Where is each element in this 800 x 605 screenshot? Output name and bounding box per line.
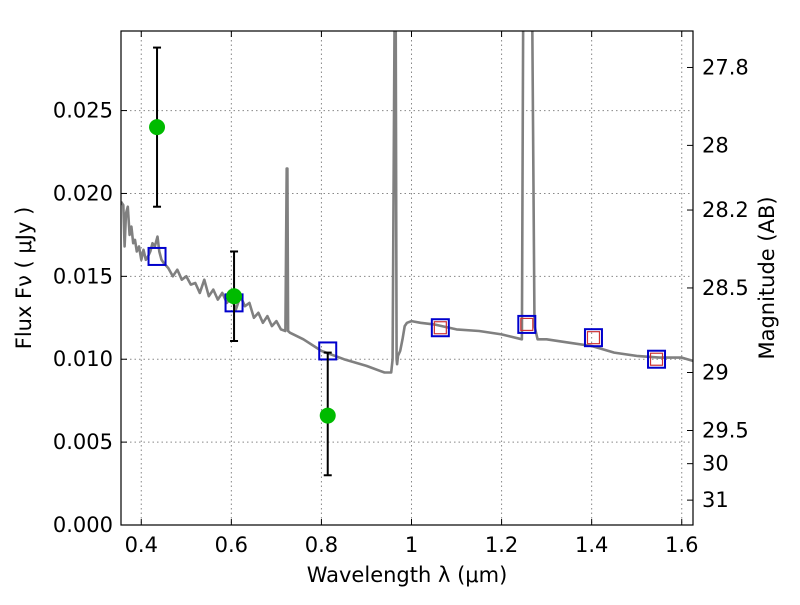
x-tick-label: 1 <box>405 533 418 557</box>
observed-point <box>319 407 336 424</box>
model-photometry-point <box>517 314 537 334</box>
y-tick-label: 0.020 <box>53 181 113 205</box>
y2-tick-label: 27.8 <box>702 55 749 79</box>
plot-area <box>121 31 693 477</box>
inner-photometry-point <box>586 331 601 345</box>
y2-tick-label: 28.2 <box>702 198 749 222</box>
y-axis-label: Flux Fν ( μJy ) <box>12 207 36 350</box>
y2-tick-label: 30 <box>702 452 729 476</box>
y2-tick-label: 28.5 <box>702 276 749 300</box>
x-tick-label: 1.6 <box>665 533 698 557</box>
x-tick-label: 1.2 <box>485 533 518 557</box>
grid-lines <box>121 31 693 526</box>
x-tick-label: 0.8 <box>305 533 338 557</box>
plot-frame <box>120 30 694 526</box>
y-tick-label: 0.010 <box>53 347 113 371</box>
axes: 0.4 0.6 0.8 1 1.2 1.4 1.6 0.000 0.005 0.010 0.015 0… <box>53 31 749 557</box>
y2-tick-label: 31 <box>702 488 729 512</box>
y2-axis-label: Magnitude (AB) <box>755 196 779 359</box>
y2-tick-label: 29 <box>702 360 729 384</box>
model-photometry-point <box>647 349 667 369</box>
x-axis-label: Wavelength λ (μm) <box>307 563 508 587</box>
inner-photometry-point <box>433 321 447 335</box>
y2-tick-label: 28 <box>702 133 729 157</box>
x-tick-label: 0.4 <box>125 533 158 557</box>
x-tick-label: 0.6 <box>215 533 248 557</box>
x-tick-label: 1.4 <box>575 533 608 557</box>
y-tick-label: 0.000 <box>53 513 113 537</box>
model-photometry-point <box>147 246 167 266</box>
model-spectrum-line <box>121 31 693 374</box>
inner-photometry-point <box>649 352 664 366</box>
y-tick-label: 0.025 <box>53 99 113 123</box>
inner-photometry-point <box>520 317 534 332</box>
y-tick-label: 0.005 <box>53 430 113 454</box>
model-photometry-point <box>583 328 603 348</box>
observed-point <box>226 288 243 305</box>
observed-point <box>149 119 166 136</box>
y2-tick-label: 29.5 <box>702 419 749 443</box>
y-tick-label: 0.015 <box>53 264 113 288</box>
model-photometry-point <box>430 318 450 338</box>
